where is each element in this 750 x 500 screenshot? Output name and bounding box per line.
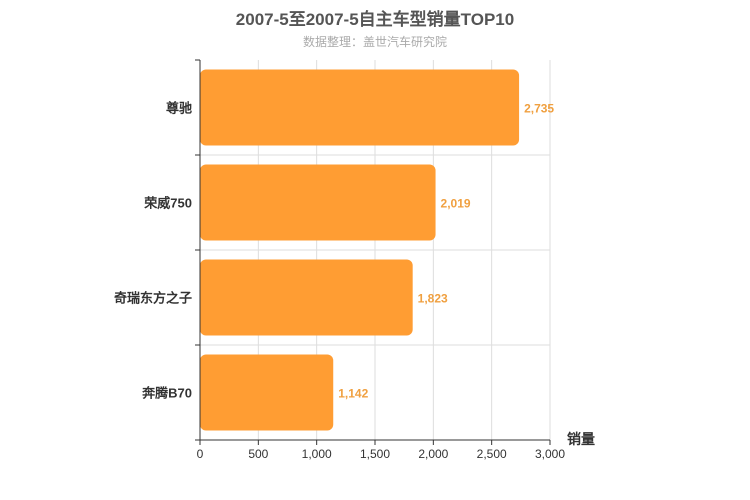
x-tick-label: 2,000: [418, 447, 448, 461]
bar: [200, 69, 520, 146]
category-label: 尊驰: [166, 101, 192, 116]
chart-title: 2007-5至2007-5自主车型销量TOP10: [235, 10, 515, 29]
bars: [200, 69, 520, 431]
chart-subtitle: 数据整理：盖世汽车研究院: [302, 35, 447, 49]
x-axis-title: 销量: [567, 431, 595, 447]
x-tick-label: 3,000: [535, 447, 565, 461]
axes: [195, 59, 551, 445]
x-tick-label: 2,500: [477, 447, 507, 461]
labels: 0 500 1,000 1,500 2,000 2,500 3,000 尊驰 2,735 荣威75…: [114, 101, 595, 462]
x-tick-label: 0: [197, 447, 204, 461]
x-tick-label: 1,000: [302, 447, 332, 461]
bar: [200, 164, 436, 241]
x-tick-label: 500: [248, 447, 268, 461]
data-label: 2,735: [524, 102, 554, 116]
data-label: 1,142: [338, 387, 368, 401]
category-label: 奔腾B70: [141, 386, 192, 401]
bar: [200, 259, 413, 336]
category-label: 荣威750: [143, 196, 192, 211]
data-label: 1,823: [418, 292, 448, 306]
category-label: 奇瑞东方之子: [114, 291, 192, 306]
data-label: 2,019: [441, 197, 471, 211]
x-tick-label: 1,500: [360, 447, 390, 461]
bar: [200, 354, 334, 431]
